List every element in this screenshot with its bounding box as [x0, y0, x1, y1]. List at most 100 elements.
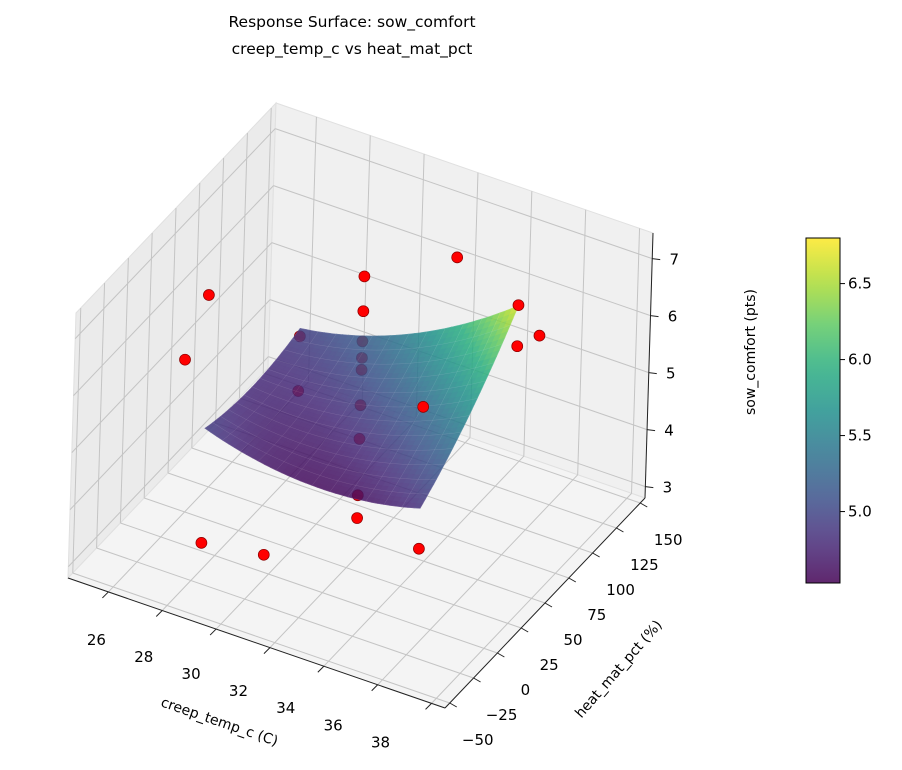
surface-mesh-line — [284, 343, 502, 365]
surface-mesh-line — [292, 324, 511, 351]
z-axis-line — [644, 232, 654, 499]
back-gridline-x — [523, 191, 533, 457]
floor-gridline-y — [96, 547, 474, 679]
colorbar-tick-label: 6.5 — [848, 275, 872, 293]
x-tick-mark — [155, 610, 163, 617]
surface-mesh-line — [236, 402, 453, 451]
surface-mesh-line — [329, 331, 428, 492]
y-tick-label: 100 — [606, 581, 635, 599]
y-axis-label: heat_mat_pct (%) — [572, 617, 665, 721]
data-point — [512, 299, 525, 312]
y-tick-mark — [639, 502, 648, 508]
y-tick-mark — [544, 602, 553, 608]
left-gridline-z — [73, 185, 274, 396]
floor-gridline-y — [191, 447, 569, 579]
x-tick-label: 26 — [87, 631, 106, 649]
data-point — [203, 289, 215, 301]
z-tick-label: 4 — [664, 422, 674, 440]
x-axis-line — [67, 577, 446, 709]
colorbar-gradient — [806, 238, 840, 583]
data-point — [417, 401, 430, 413]
left-gridline-y — [143, 232, 153, 499]
x-tick-mark — [317, 665, 325, 673]
chart-title-line-2: creep_temp_c vs heat_mat_pct — [231, 40, 473, 58]
y-tick-mark — [497, 652, 505, 658]
y-tick-label: −25 — [486, 706, 518, 724]
surface-mesh-line — [401, 312, 501, 508]
x-axis-label: creep_temp_c (C) — [159, 695, 280, 750]
x-tick-mark — [263, 647, 271, 654]
y-tick-label: 75 — [587, 606, 606, 624]
x-tick-mark — [371, 684, 379, 692]
colorbar-tick-label: 5.0 — [848, 503, 872, 521]
surface-mesh-line — [204, 428, 421, 509]
y-tick-mark — [520, 627, 529, 633]
points-in-front — [179, 251, 546, 561]
z-tick-mark — [650, 315, 659, 318]
surface-patch — [413, 502, 424, 509]
left-gridline-y — [119, 257, 129, 524]
y-tick-label: 150 — [654, 531, 683, 549]
colorbar-frame — [805, 237, 841, 584]
x-tick-label: 36 — [324, 716, 343, 734]
left-gridline-y — [167, 207, 177, 474]
x-tick-mark — [102, 591, 109, 599]
z-tick-label: 6 — [668, 308, 678, 326]
colorbar: 5.0 5.5 6.0 6.5 — [805, 237, 872, 584]
surface-mesh-line — [240, 333, 337, 452]
data-point — [533, 329, 546, 342]
left-gridline-y — [262, 107, 272, 374]
y-tick-label: 50 — [563, 631, 582, 649]
z-tick-mark — [648, 372, 657, 375]
left-gridline-y — [215, 157, 225, 424]
y-tick-mark — [616, 527, 624, 533]
data-point — [179, 353, 191, 366]
z-tick-mark — [645, 486, 654, 489]
data-point — [358, 270, 371, 283]
surface-mesh-line — [383, 318, 483, 505]
surface-mesh-line — [258, 335, 355, 462]
z-tick-mark — [647, 429, 656, 432]
left-gridline-y — [96, 282, 106, 549]
y-tick-mark — [568, 577, 577, 583]
back-gridline-x — [577, 209, 587, 475]
z-axis-label: sow_comfort (pts) — [743, 289, 759, 415]
x-tick-label: 30 — [182, 665, 201, 683]
back-gridline-x — [631, 228, 641, 494]
back-gridline-z — [273, 185, 651, 317]
surface-mesh-line — [260, 378, 478, 408]
surface-mesh-line — [222, 331, 319, 441]
floor-gridline-y — [144, 497, 522, 629]
surface-mesh-line — [252, 386, 470, 422]
x-tick-label: 32 — [229, 682, 248, 700]
data-point — [351, 512, 363, 524]
y-tick-label: 0 — [521, 681, 531, 699]
colorbar-tick-label: 5.5 — [848, 427, 872, 445]
surface-mesh-line — [212, 422, 429, 495]
left-gridline-y — [191, 182, 201, 449]
data-point — [413, 542, 425, 555]
surface-mesh-line — [220, 416, 437, 480]
surface-mesh-line — [419, 305, 519, 509]
z-tick-label: 3 — [663, 479, 673, 497]
surface-mesh-line — [228, 409, 445, 466]
surface-mesh-line — [347, 328, 446, 498]
y-tick-mark — [473, 677, 481, 683]
back-gridline-z — [275, 128, 653, 260]
x-tick-label: 38 — [371, 733, 390, 751]
y-tick-mark — [592, 552, 600, 558]
axis-lines — [67, 232, 661, 710]
y-tick-label: 25 — [540, 656, 559, 674]
surface-mesh-line — [365, 324, 464, 502]
left-gridline-y — [238, 132, 248, 399]
surface-mesh-line — [293, 335, 391, 479]
colorbar-tick-label: 6.0 — [848, 351, 872, 369]
back-gridline-z — [271, 242, 649, 374]
z-tick-label: 5 — [666, 365, 676, 383]
x-tick-label: 34 — [276, 699, 295, 717]
left-gridline-z — [74, 128, 276, 339]
x-tick-mark — [209, 628, 217, 636]
floor-gridline-y — [72, 572, 450, 704]
data-point — [195, 537, 208, 549]
